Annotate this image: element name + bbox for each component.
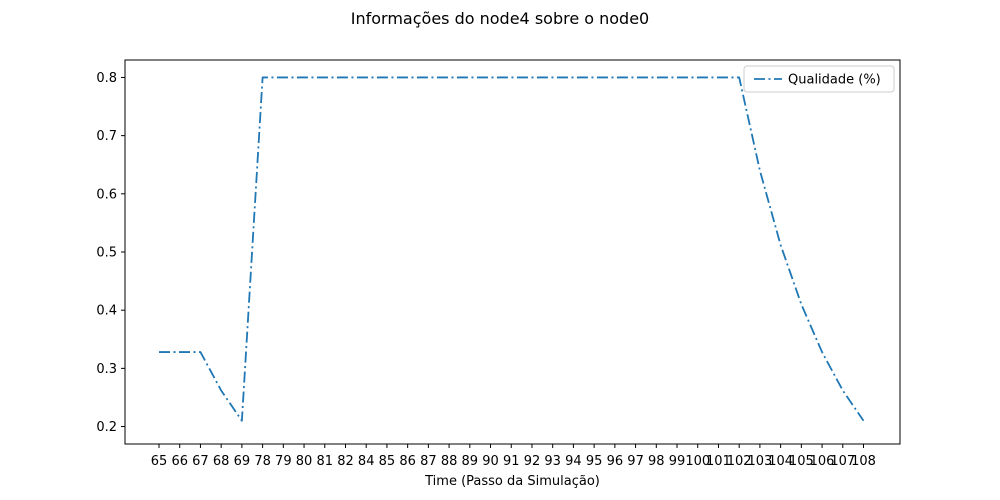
y-tick-label: 0.8 — [96, 71, 117, 86]
x-tick-label: 99 — [669, 454, 686, 469]
x-tick-label: 95 — [586, 454, 603, 469]
x-axis-ticks: 65 66 67 68 69 78 79 80 81 82 84 85 86 87 88 89 90 91 92 93… — [151, 444, 876, 469]
x-tick-label: 79 — [275, 454, 292, 469]
legend-box — [743, 65, 895, 93]
x-tick-label: 103 — [747, 454, 772, 469]
series-layer — [159, 76, 865, 422]
x-tick-label: 104 — [768, 454, 793, 469]
x-tick-label: 68 — [213, 454, 230, 469]
x-tick-label: 88 — [441, 454, 458, 469]
y-tick-label: 0.7 — [96, 129, 117, 144]
x-tick-label: 105 — [789, 454, 814, 469]
x-tick-label: 69 — [234, 454, 251, 469]
x-tick-label: 86 — [399, 454, 416, 469]
x-tick-label: 106 — [810, 454, 835, 469]
x-tick-label: 66 — [171, 454, 188, 469]
x-tick-label: 84 — [358, 454, 375, 469]
x-tick-label: 78 — [254, 454, 271, 469]
x-tick-label: 108 — [851, 454, 876, 469]
x-tick-label: 96 — [607, 454, 624, 469]
x-tick-label: 67 — [192, 454, 209, 469]
y-tick-label: 0.3 — [96, 362, 117, 377]
x-tick-label: 101 — [706, 454, 731, 469]
x-axis-title: Time (Passo da Simulação) — [424, 474, 600, 489]
x-tick-label: 97 — [627, 454, 644, 469]
legend: Qualidade (%) — [743, 65, 895, 93]
series-line — [159, 76, 865, 422]
x-tick-label: 80 — [296, 454, 313, 469]
y-axis-ticks: 0.2 0.3 0.4 0.5 0.6 0.7 0.8 — [96, 71, 125, 435]
x-tick-label: 81 — [316, 454, 333, 469]
y-tick-label: 0.5 — [96, 246, 117, 261]
plot-area-frame — [124, 59, 901, 445]
x-tick-label: 85 — [379, 454, 396, 469]
x-tick-label: 102 — [727, 454, 752, 469]
x-tick-label: 90 — [482, 454, 499, 469]
x-tick-label: 82 — [337, 454, 354, 469]
x-tick-label: 107 — [830, 454, 855, 469]
x-tick-label: 89 — [462, 454, 479, 469]
x-tick-label: 87 — [420, 454, 437, 469]
y-tick-label: 0.2 — [96, 420, 117, 435]
x-tick-label: 92 — [524, 454, 541, 469]
x-tick-label: 98 — [648, 454, 665, 469]
x-tick-label: 91 — [503, 454, 520, 469]
y-tick-label: 0.6 — [96, 187, 117, 202]
x-tick-label: 93 — [544, 454, 561, 469]
chart-title: Informações do node4 sobre o node0 — [351, 9, 649, 28]
y-tick-label: 0.4 — [96, 304, 117, 319]
x-tick-label: 65 — [151, 454, 168, 469]
legend-label: Qualidade (%) — [788, 73, 881, 88]
x-tick-label: 100 — [685, 454, 710, 469]
x-tick-label: 94 — [565, 454, 582, 469]
